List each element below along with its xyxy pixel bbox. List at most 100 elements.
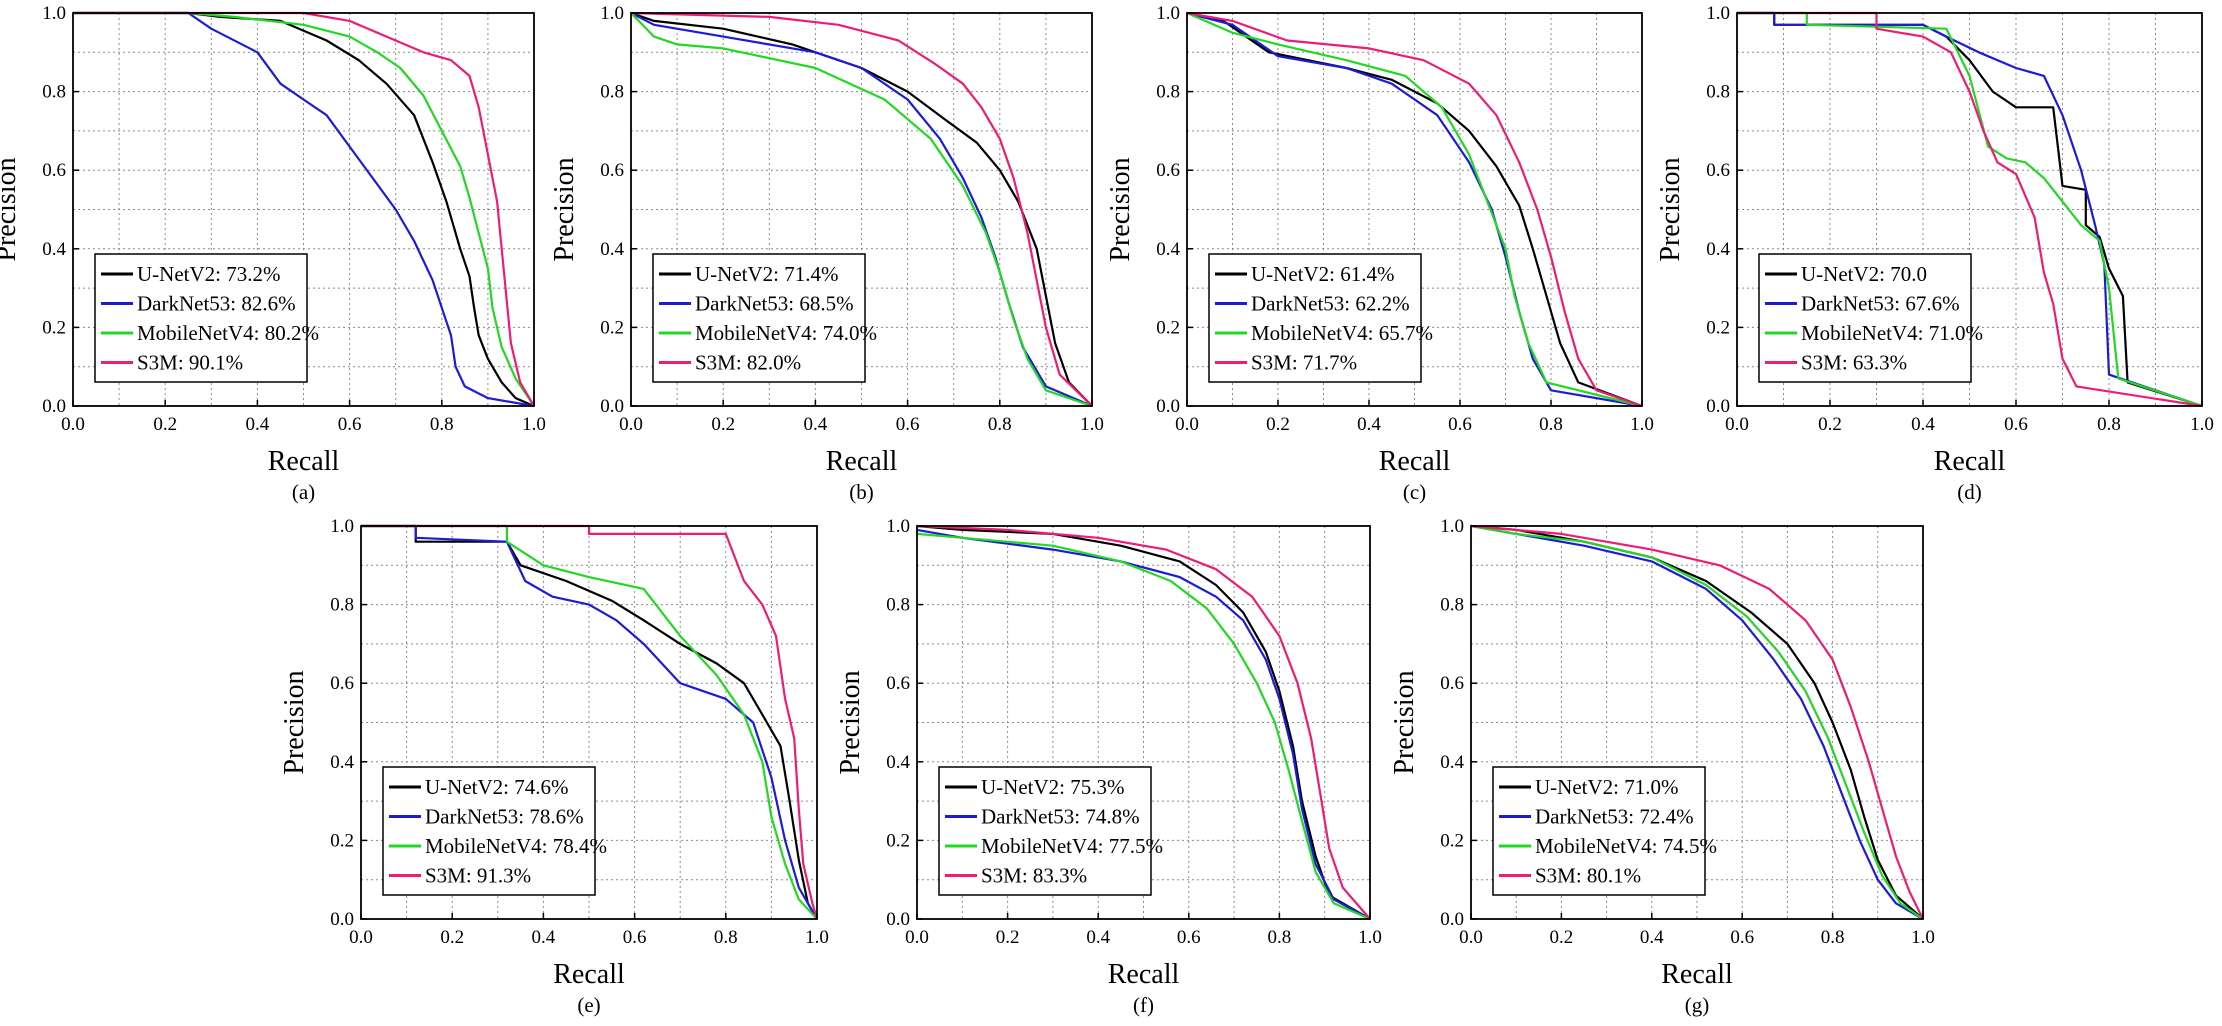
legend-label-mobilenetv4: MobileNetV4: 65.7% xyxy=(1251,321,1433,345)
plot-frame xyxy=(72,12,535,407)
panel-label: (c) xyxy=(1403,480,1426,504)
y-tick-label: 0.0 xyxy=(1440,909,1464,930)
series-line-s3m xyxy=(1186,11,1643,408)
x-axis-title: Recall xyxy=(1379,446,1451,477)
legend-label-s3m: S3M: 82.0% xyxy=(695,351,801,375)
series-line-darknet53 xyxy=(361,524,818,920)
legend-label-s3m: S3M: 80.1% xyxy=(1535,864,1641,888)
y-tick-label: 0.2 xyxy=(330,830,354,851)
series-line-s3m xyxy=(916,524,1371,920)
x-tick-label: 0.4 xyxy=(246,414,270,435)
legend-label-mobilenetv4: MobileNetV4: 78.4% xyxy=(425,834,607,858)
y-tick-label: 0.4 xyxy=(886,752,910,773)
x-tick-label: 1.0 xyxy=(1358,927,1382,948)
y-tick-label: 0.2 xyxy=(600,317,624,338)
x-tick-label: 1.0 xyxy=(522,414,546,435)
x-tick-label: 0.8 xyxy=(2097,414,2121,435)
x-tick-label: 0.8 xyxy=(1539,414,1563,435)
y-tick-label: 0.6 xyxy=(1706,160,1730,181)
x-axis-title: Recall xyxy=(1661,959,1733,990)
x-tick-label: 0.2 xyxy=(153,414,177,435)
x-tick-label: 0.4 xyxy=(1640,927,1664,948)
x-tick-label: 0.8 xyxy=(430,414,454,435)
legend: U-NetV2: 71.0% DarkNet53: 72.4% MobileNetV… xyxy=(1492,766,1717,896)
series-line-s3m xyxy=(630,11,1093,407)
legend-label-u-netv2: U-NetV2: 61.4% xyxy=(1251,262,1394,286)
panel-label: (e) xyxy=(577,993,600,1017)
series-line-mobilenetv4 xyxy=(361,524,818,920)
x-tick-label: 0.2 xyxy=(1550,927,1574,948)
panel-label: (d) xyxy=(1957,480,1982,504)
y-tick-label: 0.4 xyxy=(1706,239,1730,260)
legend-label-darknet53: DarkNet53: 72.4% xyxy=(1535,805,1694,829)
legend: U-NetV2: 75.3% DarkNet53: 74.8% MobileNetV… xyxy=(938,766,1163,896)
panel-label: (b) xyxy=(849,480,874,504)
x-axis-title: Recall xyxy=(268,446,340,477)
x-axis-title: Recall xyxy=(1108,959,1180,990)
y-tick-label: 1.0 xyxy=(600,3,624,24)
series-line-darknet53 xyxy=(1470,524,1924,920)
x-tick-label: 0.0 xyxy=(619,414,643,435)
y-tick-label: 0.8 xyxy=(886,595,910,616)
legend-label-mobilenetv4: MobileNetV4: 74.5% xyxy=(1535,834,1717,858)
chart-panel-3: 0.0 0.2 0.4 0.6 0.8 1.0 0.0 0.2 0.4 0.6 0.8 1.0 Reca… xyxy=(1105,3,1654,504)
x-tick-label: 0.4 xyxy=(804,414,828,435)
x-tick-label: 0.0 xyxy=(905,927,929,948)
x-tick-label: 1.0 xyxy=(1630,414,1654,435)
legend-label-s3m: S3M: 83.3% xyxy=(981,864,1087,888)
x-tick-label: 0.2 xyxy=(440,927,464,948)
legend-label-u-netv2: U-NetV2: 70.0 xyxy=(1801,262,1927,286)
panel-label: (a) xyxy=(292,480,315,504)
y-axis-title: Precision xyxy=(835,670,866,774)
legend-label-mobilenetv4: MobileNetV4: 77.5% xyxy=(981,834,1163,858)
y-tick-label: 0.6 xyxy=(600,160,624,181)
legend-label-u-netv2: U-NetV2: 71.4% xyxy=(695,262,838,286)
y-tick-label: 0.0 xyxy=(1156,396,1180,417)
y-tick-label: 0.0 xyxy=(1706,396,1730,417)
y-tick-label: 0.6 xyxy=(886,673,910,694)
plot-frame xyxy=(1186,12,1643,407)
x-tick-label: 0.8 xyxy=(1821,927,1845,948)
panel-label: (f) xyxy=(1133,993,1154,1017)
x-tick-label: 0.6 xyxy=(338,414,362,435)
chart-panel-4: 0.0 0.2 0.4 0.6 0.8 1.0 0.0 0.2 0.4 0.6 0.8 1.0 Reca… xyxy=(1655,3,2214,504)
y-tick-label: 1.0 xyxy=(42,3,66,24)
legend-label-s3m: S3M: 91.3% xyxy=(425,864,531,888)
legend-label-s3m: S3M: 71.7% xyxy=(1251,351,1357,375)
series-line-s3m xyxy=(73,11,535,407)
legend-label-darknet53: DarkNet53: 82.6% xyxy=(137,292,296,316)
x-tick-label: 0.0 xyxy=(349,927,373,948)
y-axis-title: Precision xyxy=(549,157,580,261)
series-line-darknet53 xyxy=(1186,11,1643,408)
x-tick-label: 0.2 xyxy=(711,414,735,435)
plot-frame xyxy=(630,12,1093,407)
y-tick-label: 0.2 xyxy=(1156,317,1180,338)
x-tick-label: 0.8 xyxy=(988,414,1012,435)
x-tick-label: 0.4 xyxy=(1911,414,1935,435)
series-line-mobilenetv4 xyxy=(916,532,1371,921)
x-tick-label: 0.0 xyxy=(1725,414,1749,435)
y-tick-label: 0.0 xyxy=(600,396,624,417)
x-tick-label: 1.0 xyxy=(1911,927,1935,948)
x-tick-label: 1.0 xyxy=(2190,414,2214,435)
series-line-u-netv2 xyxy=(630,11,1093,407)
y-tick-label: 1.0 xyxy=(1706,3,1730,24)
x-tick-label: 0.6 xyxy=(623,927,647,948)
legend-label-s3m: S3M: 90.1% xyxy=(137,351,243,375)
y-tick-label: 0.2 xyxy=(42,317,66,338)
x-tick-label: 0.0 xyxy=(61,414,85,435)
series-line-mobilenetv4 xyxy=(1470,524,1924,920)
x-tick-label: 1.0 xyxy=(1080,414,1104,435)
series-line-u-netv2 xyxy=(361,524,818,920)
plot-frame xyxy=(360,525,818,920)
legend: U-NetV2: 61.4% DarkNet53: 62.2% MobileNetV… xyxy=(1208,253,1433,383)
y-tick-label: 0.0 xyxy=(886,909,910,930)
legend-label-u-netv2: U-NetV2: 75.3% xyxy=(981,775,1124,799)
plot-frame xyxy=(1470,525,1924,920)
legend-label-darknet53: DarkNet53: 68.5% xyxy=(695,292,854,316)
y-tick-label: 0.4 xyxy=(42,239,66,260)
y-tick-label: 0.8 xyxy=(330,595,354,616)
y-tick-label: 0.8 xyxy=(42,82,66,103)
x-tick-label: 0.6 xyxy=(896,414,920,435)
